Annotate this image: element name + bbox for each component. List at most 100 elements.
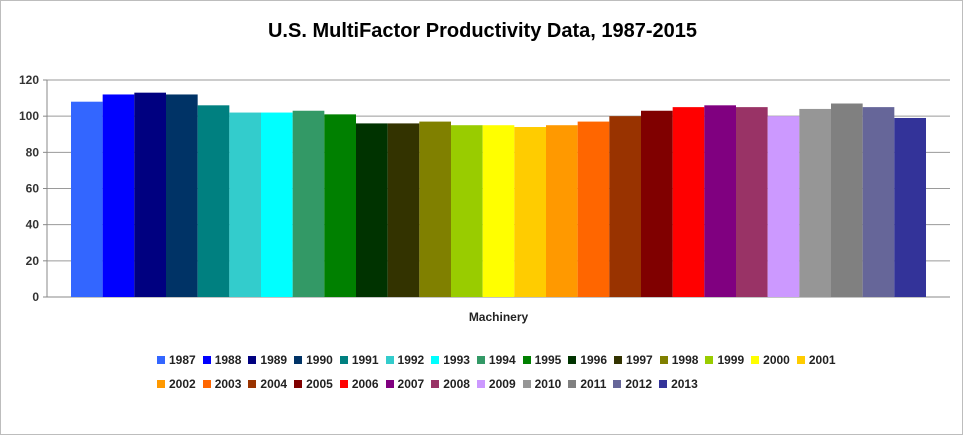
y-tick-label: 40 bbox=[26, 218, 40, 232]
bar-1997 bbox=[387, 123, 420, 298]
legend-item-1993: 1993 bbox=[431, 353, 470, 367]
legend-swatch bbox=[339, 380, 348, 388]
legend-item-1996: 1996 bbox=[568, 353, 607, 367]
legend-item-1995: 1995 bbox=[522, 353, 561, 367]
legend-label: 1993 bbox=[443, 353, 470, 367]
legend-label: 2005 bbox=[306, 377, 333, 391]
y-tick-label: 60 bbox=[26, 182, 40, 196]
legend-item-1987: 1987 bbox=[157, 353, 196, 367]
x-axis: Machinery bbox=[469, 310, 529, 324]
bar-1989 bbox=[134, 92, 166, 298]
legend-label: 2007 bbox=[397, 377, 425, 391]
bar-1992 bbox=[229, 112, 261, 297]
legend-label: 2002 bbox=[169, 377, 196, 391]
legend-swatch bbox=[431, 380, 440, 388]
legend-label: 1998 bbox=[671, 353, 699, 367]
bar-2008 bbox=[736, 107, 768, 297]
legend-label: 1997 bbox=[626, 353, 653, 367]
legend-item-2007: 2007 bbox=[385, 377, 425, 391]
legend-item-2000: 2000 bbox=[751, 353, 790, 367]
y-tick-label: 100 bbox=[19, 109, 39, 123]
legend-item-2006: 2006 bbox=[339, 377, 379, 391]
bar-2006 bbox=[672, 107, 705, 297]
legend-label: 1987 bbox=[169, 353, 196, 367]
legend-item-1989: 1989 bbox=[248, 353, 287, 367]
legend-label: 2013 bbox=[671, 377, 698, 391]
legend-swatch bbox=[431, 356, 440, 364]
legend-item-2011: 2011 bbox=[568, 377, 606, 391]
legend-label: 2003 bbox=[214, 377, 242, 391]
legend-swatch bbox=[294, 380, 303, 388]
legend-label: 2012 bbox=[625, 377, 653, 391]
bar-2010 bbox=[799, 108, 831, 297]
bar-1998 bbox=[419, 121, 451, 297]
legend-item-2008: 2008 bbox=[431, 377, 470, 391]
legend-item-1992: 1992 bbox=[385, 353, 425, 367]
legend-label: 2000 bbox=[763, 353, 790, 367]
y-axis: 0 20 40 60 80 100 120 bbox=[19, 73, 48, 304]
legend-swatch bbox=[339, 356, 348, 364]
x-category-label: Machinery bbox=[469, 310, 529, 324]
legend-label: 1994 bbox=[488, 353, 516, 367]
legend: 1987 1988 1989 1990 1991 1992 1993 1994 1995 1996… bbox=[0, 348, 965, 396]
legend-item-2012: 2012 bbox=[613, 377, 652, 391]
legend-item-1997: 1997 bbox=[614, 353, 653, 367]
legend-swatch bbox=[659, 356, 668, 364]
bars bbox=[71, 92, 926, 298]
legend-item-2004: 2004 bbox=[248, 377, 287, 391]
bar-1988 bbox=[102, 94, 135, 297]
legend-swatch bbox=[476, 380, 485, 388]
legend-label: 2001 bbox=[808, 353, 836, 367]
legend-swatch bbox=[157, 356, 165, 364]
legend-swatch bbox=[157, 380, 165, 388]
legend-label: 2004 bbox=[260, 377, 288, 391]
bar-1996 bbox=[356, 123, 388, 298]
legend-label: 1992 bbox=[397, 353, 425, 367]
bar-2011 bbox=[831, 103, 863, 297]
legend-swatch bbox=[294, 356, 303, 364]
legend-label: 1988 bbox=[214, 353, 242, 367]
bar-2012 bbox=[862, 107, 895, 297]
bar-1987 bbox=[71, 101, 103, 297]
legend-swatch bbox=[751, 356, 760, 364]
legend-item-1994: 1994 bbox=[476, 353, 516, 367]
bar-2007 bbox=[704, 105, 736, 297]
bar-2002 bbox=[546, 125, 578, 297]
legend-swatch bbox=[522, 380, 531, 388]
y-tick-label: 120 bbox=[19, 73, 39, 87]
bar-2013 bbox=[894, 117, 926, 297]
legend-swatch bbox=[613, 380, 622, 388]
legend-label: 2008 bbox=[443, 377, 470, 391]
bar-1990 bbox=[166, 94, 198, 297]
legend-swatch bbox=[202, 380, 211, 388]
bar-1991 bbox=[197, 105, 230, 297]
legend-item-2003: 2003 bbox=[202, 377, 242, 391]
bar-2000 bbox=[482, 125, 515, 297]
bar-2001 bbox=[514, 127, 546, 298]
chart-title: U.S. MultiFactor Productivity Data, 1987… bbox=[267, 20, 698, 42]
legend-swatch bbox=[385, 380, 394, 388]
legend-row: 2002 2003 2004 2005 2006 2007 2008 2009 2010 2011… bbox=[0, 372, 965, 396]
legend-swatch bbox=[522, 356, 531, 364]
legend-label: 1999 bbox=[717, 353, 745, 367]
legend-item-1991: 1991 bbox=[339, 353, 379, 367]
y-tick-label: 0 bbox=[32, 290, 39, 304]
legend-row: 1987 1988 1989 1990 1991 1992 1993 1994 1995 1996… bbox=[0, 348, 965, 372]
bar-1999 bbox=[451, 125, 483, 297]
bar-2003 bbox=[577, 121, 610, 297]
legend-label: 1990 bbox=[306, 353, 333, 367]
legend-swatch bbox=[202, 356, 211, 364]
legend-item-2002: 2002 bbox=[157, 377, 196, 391]
legend-label: 2010 bbox=[534, 377, 562, 391]
legend-item-2009: 2009 bbox=[476, 377, 516, 391]
legend-swatch bbox=[614, 356, 623, 364]
y-tick-label: 20 bbox=[26, 254, 40, 268]
legend-swatch bbox=[385, 356, 394, 364]
legend-item-1988: 1988 bbox=[202, 353, 242, 367]
bar-1995 bbox=[324, 114, 356, 297]
legend-swatch bbox=[568, 380, 577, 388]
legend-label: 2011 bbox=[580, 377, 607, 391]
legend-label: 1996 bbox=[580, 353, 608, 367]
legend-swatch bbox=[248, 380, 257, 388]
legend-swatch bbox=[796, 356, 805, 364]
